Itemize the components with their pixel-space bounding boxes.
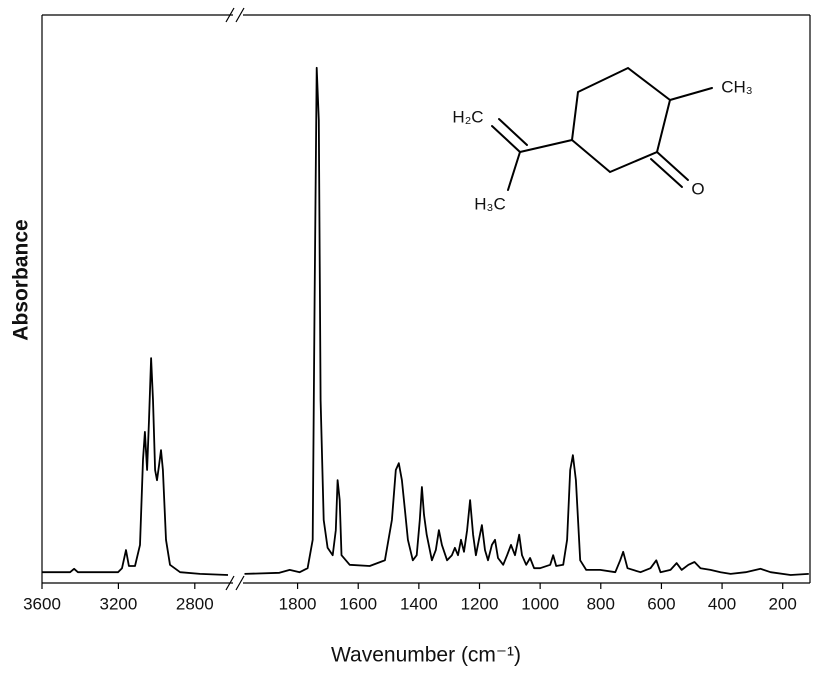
x-tick-label: 2800: [176, 594, 214, 613]
bond: [656, 151, 689, 181]
atom-label: H₂C: [452, 107, 483, 126]
x-tick-label: 600: [647, 594, 675, 613]
x-tick-label: 1000: [521, 594, 559, 613]
x-tick-label: 3200: [99, 594, 137, 613]
spectrum-line: [42, 357, 229, 576]
atom-label: CH₃: [721, 77, 752, 96]
ring: [570, 66, 672, 174]
axis-break: [225, 575, 235, 591]
x-tick-label: 1200: [461, 594, 499, 613]
axis-break: [225, 7, 235, 23]
x-axis-label: Wavenumber (cm⁻¹): [331, 644, 521, 667]
x-tick-label: 1600: [339, 594, 377, 613]
bond: [498, 118, 528, 146]
bond: [669, 87, 713, 101]
x-tick-label: 3600: [23, 594, 61, 613]
x-tick-label: 800: [587, 594, 615, 613]
x-tick-label: 1400: [400, 594, 438, 613]
bond: [650, 158, 683, 188]
x-tick-label: 400: [708, 594, 736, 613]
x-tick-label: 200: [769, 594, 797, 613]
molecule: H₂C CH₃ H₃C O: [452, 66, 753, 213]
plot-frame: [41, 7, 811, 591]
atom-label: H₃C: [474, 194, 505, 213]
axis-break: [235, 575, 245, 591]
spectrum-line: [244, 66, 809, 576]
bond: [519, 139, 573, 153]
bond: [507, 151, 521, 191]
axis-break: [235, 7, 245, 23]
bond: [491, 125, 521, 153]
x-tick-label: 1800: [279, 594, 317, 613]
atom-label: O: [691, 179, 704, 198]
y-axis-label: Absorbance: [10, 219, 33, 340]
